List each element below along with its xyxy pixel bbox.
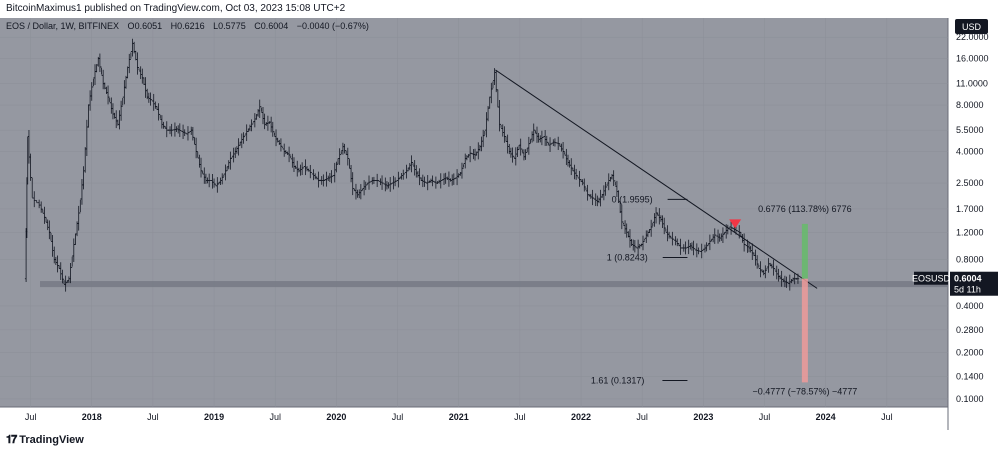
- currency-badge[interactable]: USD: [955, 19, 988, 34]
- last-price-label: EOSUSD 0.6004 5d 11h: [912, 271, 998, 296]
- price-tick-label: 0.2000: [956, 347, 984, 357]
- time-tick-label: 2018: [82, 412, 102, 422]
- time-tick-label: Jul: [269, 412, 281, 422]
- time-tick-label: Jul: [881, 412, 893, 422]
- time-axis-background[interactable]: [0, 407, 948, 430]
- price-axis-background[interactable]: [948, 18, 1000, 430]
- time-tick-label: 2024: [816, 412, 836, 422]
- time-tick-label: 2019: [204, 412, 224, 422]
- support-band: [40, 281, 948, 288]
- chart-plot-background[interactable]: [0, 18, 948, 407]
- time-axis[interactable]: Jul 2018 Jul 2019 Jul 2020 Jul 2021 Jul 2022 Jul 20…: [25, 412, 893, 422]
- last-price-ticker: EOSUSD: [912, 274, 951, 284]
- price-tick-label: 8.0000: [956, 100, 984, 110]
- projection-up-label: 0.6776 (113.78%) 6776: [758, 204, 851, 214]
- last-price-countdown: 5d 11h: [954, 285, 981, 295]
- time-tick-label: Jul: [636, 412, 648, 422]
- projection-down-bar: [801, 278, 808, 383]
- brand-label: TradingView: [19, 434, 84, 446]
- publisher-caption: BitcoinMaximus1 published on TradingView…: [0, 0, 1000, 18]
- fib-level-label: 1 (0.8243): [607, 252, 648, 262]
- time-tick-label: Jul: [147, 412, 159, 422]
- price-tick-label: 0.2800: [956, 325, 984, 335]
- price-tick-label: 1.7000: [956, 204, 984, 214]
- price-chart[interactable]: 1 (0.8243) 0 (1.9595) 1.61 (0.1317) 0.6776 …: [0, 18, 1000, 430]
- fib-level-label: 0 (1.9595): [612, 194, 653, 204]
- legend-open: 0.6051: [135, 21, 163, 31]
- time-tick-label: 2020: [326, 412, 346, 422]
- price-tick-label: 2.5000: [956, 178, 984, 188]
- price-tick-label: 4.0000: [956, 147, 984, 157]
- price-tick-label: 5.5000: [956, 125, 984, 135]
- support-zone: [40, 281, 948, 288]
- price-tick-label: 16.0000: [956, 54, 989, 64]
- price-tick-label: 0.1000: [956, 394, 984, 404]
- legend-symbol: EOS / Dollar, 1W, BITFINEX: [6, 21, 119, 31]
- time-tick-label: Jul: [514, 412, 526, 422]
- price-tick-label: 11.0000: [956, 79, 988, 89]
- fib-level-label: 1.61 (0.1317): [591, 375, 645, 385]
- legend-high: 0.6216: [177, 21, 205, 31]
- annotations: 1 (0.8243) 0 (1.9595) 1.61 (0.1317) 0.6776 …: [495, 69, 857, 396]
- legend-close: 0.6004: [261, 21, 289, 31]
- legend-change: −0.0040 (−0.67%): [297, 21, 369, 31]
- price-tick-label: 22.0000: [956, 32, 989, 42]
- price-tick-label: 0.4000: [956, 301, 984, 311]
- time-tick-label: Jul: [25, 412, 37, 422]
- time-tick-label: 2022: [571, 412, 591, 422]
- caption-text: BitcoinMaximus1 published on TradingView…: [6, 3, 346, 14]
- footer-bar: 𝟏𝟕 TradingView: [0, 430, 1000, 450]
- time-tick-label: 2021: [449, 412, 469, 422]
- projection-up-bar: [801, 223, 808, 279]
- symbol-legend[interactable]: EOS / Dollar, 1W, BITFINEX O0.6051 H0.62…: [6, 21, 369, 31]
- svg-text:EOS / Dollar, 1W, BITFINEX: EOS / Dollar, 1W, BITFINEX O0.6051 H0.62…: [6, 21, 369, 31]
- price-tick-label: 0.8000: [956, 254, 984, 264]
- time-tick-label: Jul: [759, 412, 771, 422]
- projection-down-label: −0.4777 (−78.57%) −4777: [752, 386, 857, 396]
- price-axis[interactable]: 22.0000 16.0000 11.0000 8.0000 5.5000 4.0000 2…: [956, 32, 989, 404]
- candles: [24, 38, 800, 292]
- grid: [0, 18, 948, 407]
- time-tick-label: Jul: [392, 412, 404, 422]
- descending-trendline: [495, 69, 818, 289]
- time-tick-label: 2023: [693, 412, 713, 422]
- tv-icon: 𝟏𝟕: [6, 434, 17, 446]
- price-tick-label: 0.1400: [956, 371, 984, 381]
- sell-signal-marker: [729, 219, 742, 229]
- price-tick-label: 1.2000: [956, 227, 984, 237]
- currency-label: USD: [962, 22, 982, 32]
- last-price-value: 0.6004: [954, 274, 982, 284]
- tradingview-logo[interactable]: 𝟏𝟕 TradingView: [6, 434, 84, 447]
- legend-low: 0.5775: [218, 21, 246, 31]
